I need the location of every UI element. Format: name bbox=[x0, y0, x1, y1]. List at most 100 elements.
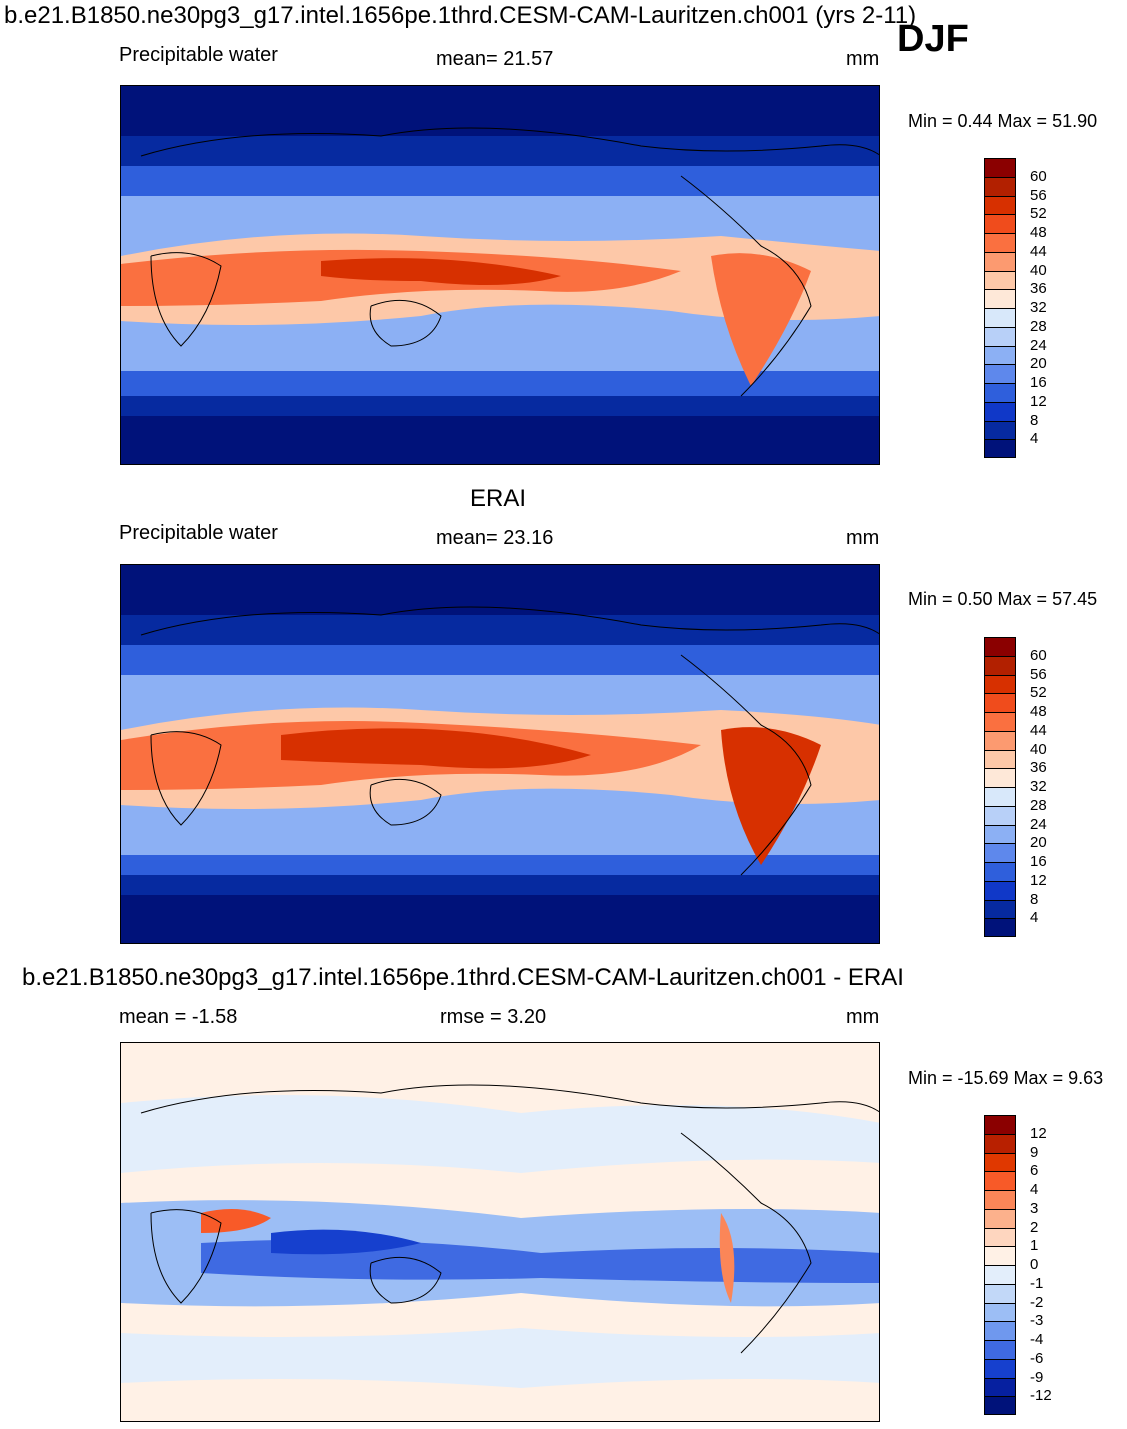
panel3-title: b.e21.B1850.ne30pg3_g17.intel.1656pe.1th… bbox=[22, 964, 904, 991]
colorbar-swatch bbox=[984, 420, 1016, 440]
panel3-colorbar bbox=[984, 1115, 1016, 1415]
colorbar-tick-label: 0 bbox=[1030, 1256, 1039, 1273]
colorbar-swatch bbox=[984, 749, 1016, 769]
colorbar-tick-label: 8 bbox=[1030, 411, 1039, 429]
colorbar-tick-label: -9 bbox=[1030, 1368, 1044, 1386]
colorbar-tick-label: 8 bbox=[1030, 890, 1039, 908]
panel3-map bbox=[120, 1042, 880, 1422]
colorbar-tick-label: 12 bbox=[1030, 1124, 1047, 1142]
colorbar-swatch bbox=[984, 730, 1016, 750]
colorbar-tick-label: 16 bbox=[1030, 374, 1047, 391]
colorbar-swatch bbox=[984, 899, 1016, 919]
colorbar-swatch bbox=[984, 289, 1016, 308]
colorbar-tick-label: 24 bbox=[1030, 815, 1047, 833]
colorbar-swatch bbox=[984, 1190, 1016, 1209]
colorbar-swatch bbox=[984, 233, 1016, 252]
colorbar-tick-label: 6 bbox=[1030, 1162, 1039, 1180]
colorbar-swatch bbox=[984, 693, 1016, 712]
colorbar-tick-label: 20 bbox=[1030, 355, 1047, 373]
season-label: DJF bbox=[897, 18, 969, 60]
colorbar-swatch bbox=[984, 1302, 1016, 1322]
colorbar-swatch bbox=[984, 655, 1016, 675]
colorbar-swatch bbox=[984, 1340, 1016, 1359]
colorbar-tick-label: 3 bbox=[1030, 1199, 1039, 1217]
panel2-colorbar bbox=[984, 637, 1016, 937]
panel2-title: ERAI bbox=[470, 485, 527, 512]
colorbar-swatch bbox=[984, 674, 1016, 694]
colorbar-tick-label: -2 bbox=[1030, 1293, 1044, 1311]
colorbar-tick-label: 60 bbox=[1030, 167, 1047, 185]
colorbar-swatch bbox=[984, 270, 1016, 290]
colorbar-tick-label: 40 bbox=[1030, 740, 1047, 758]
colorbar-tick-label: 4 bbox=[1030, 909, 1039, 927]
colorbar-tick-label: 28 bbox=[1030, 796, 1047, 814]
colorbar-tick-label: -4 bbox=[1030, 1331, 1044, 1348]
colorbar-tick-label: 56 bbox=[1030, 186, 1047, 204]
colorbar-swatch bbox=[984, 768, 1016, 787]
colorbar-swatch bbox=[984, 195, 1016, 215]
colorbar-tick-label: 36 bbox=[1030, 280, 1047, 298]
colorbar-tick-label: 44 bbox=[1030, 721, 1047, 739]
colorbar-swatch bbox=[984, 1227, 1016, 1247]
colorbar-swatch bbox=[984, 843, 1016, 862]
panel1-units: mm bbox=[846, 48, 880, 70]
colorbar-tick-label: -1 bbox=[1030, 1274, 1044, 1292]
colorbar-tick-label: 12 bbox=[1030, 871, 1047, 889]
panel1-minmax: Min = 0.44 Max = 51.90 bbox=[908, 111, 1098, 131]
panel1-variable: Precipitable water bbox=[119, 44, 278, 66]
panel2-map bbox=[120, 564, 880, 944]
colorbar-swatch bbox=[984, 345, 1016, 365]
colorbar-tick-label: 9 bbox=[1030, 1143, 1039, 1161]
colorbar-tick-label: 52 bbox=[1030, 684, 1047, 702]
colorbar-tick-label: 32 bbox=[1030, 778, 1047, 795]
colorbar-swatch bbox=[984, 1115, 1016, 1134]
colorbar-swatch bbox=[984, 1377, 1016, 1397]
colorbar-swatch bbox=[984, 880, 1016, 900]
colorbar-swatch bbox=[984, 401, 1016, 421]
colorbar-tick-label: 32 bbox=[1030, 299, 1047, 316]
colorbar-tick-label: 2 bbox=[1030, 1218, 1039, 1236]
colorbar-tick-label: 48 bbox=[1030, 703, 1047, 720]
colorbar-tick-label: 12 bbox=[1030, 392, 1047, 410]
colorbar-tick-label: 52 bbox=[1030, 205, 1047, 223]
colorbar-swatch bbox=[984, 1358, 1016, 1378]
colorbar-tick-label: 4 bbox=[1030, 1181, 1039, 1198]
colorbar-swatch bbox=[984, 251, 1016, 271]
colorbar-tick-label: 28 bbox=[1030, 317, 1047, 335]
colorbar-swatch bbox=[984, 805, 1016, 825]
colorbar-swatch bbox=[984, 1265, 1016, 1284]
colorbar-swatch bbox=[984, 1171, 1016, 1190]
colorbar-tick-label: -3 bbox=[1030, 1312, 1044, 1330]
colorbar-tick-label: 60 bbox=[1030, 646, 1047, 664]
colorbar-swatch bbox=[984, 1396, 1016, 1415]
panel3-rmse: rmse = 3.20 bbox=[440, 1006, 547, 1028]
colorbar-swatch bbox=[984, 824, 1016, 844]
colorbar-swatch bbox=[984, 1321, 1016, 1340]
colorbar-tick-label: 24 bbox=[1030, 336, 1047, 354]
panel3-units: mm bbox=[846, 1006, 880, 1028]
panel2-variable: Precipitable water bbox=[119, 522, 278, 544]
colorbar-tick-label: -6 bbox=[1030, 1349, 1044, 1367]
colorbar-swatch bbox=[984, 1152, 1016, 1172]
colorbar-swatch bbox=[984, 364, 1016, 383]
panel2-mean: mean= 23.16 bbox=[436, 527, 554, 549]
colorbar-swatch bbox=[984, 326, 1016, 346]
panel1-map-field bbox=[121, 86, 879, 464]
colorbar-swatch bbox=[984, 1246, 1016, 1265]
colorbar-swatch bbox=[984, 637, 1016, 656]
panel1-colorbar bbox=[984, 158, 1016, 458]
colorbar-swatch bbox=[984, 308, 1016, 327]
panel2-minmax: Min = 0.50 Max = 57.45 bbox=[908, 589, 1098, 609]
colorbar-tick-label: 40 bbox=[1030, 261, 1047, 279]
colorbar-tick-label: 20 bbox=[1030, 834, 1047, 852]
colorbar-tick-label: 16 bbox=[1030, 853, 1047, 870]
colorbar-tick-label: 48 bbox=[1030, 224, 1047, 241]
panel2-map-field bbox=[121, 565, 879, 943]
colorbar-swatch bbox=[984, 383, 1016, 402]
colorbar-swatch bbox=[984, 787, 1016, 806]
colorbar-swatch bbox=[984, 176, 1016, 196]
colorbar-swatch bbox=[984, 862, 1016, 881]
panel3-mean: mean = -1.58 bbox=[119, 1006, 238, 1028]
colorbar-swatch bbox=[984, 214, 1016, 233]
colorbar-swatch bbox=[984, 918, 1016, 937]
